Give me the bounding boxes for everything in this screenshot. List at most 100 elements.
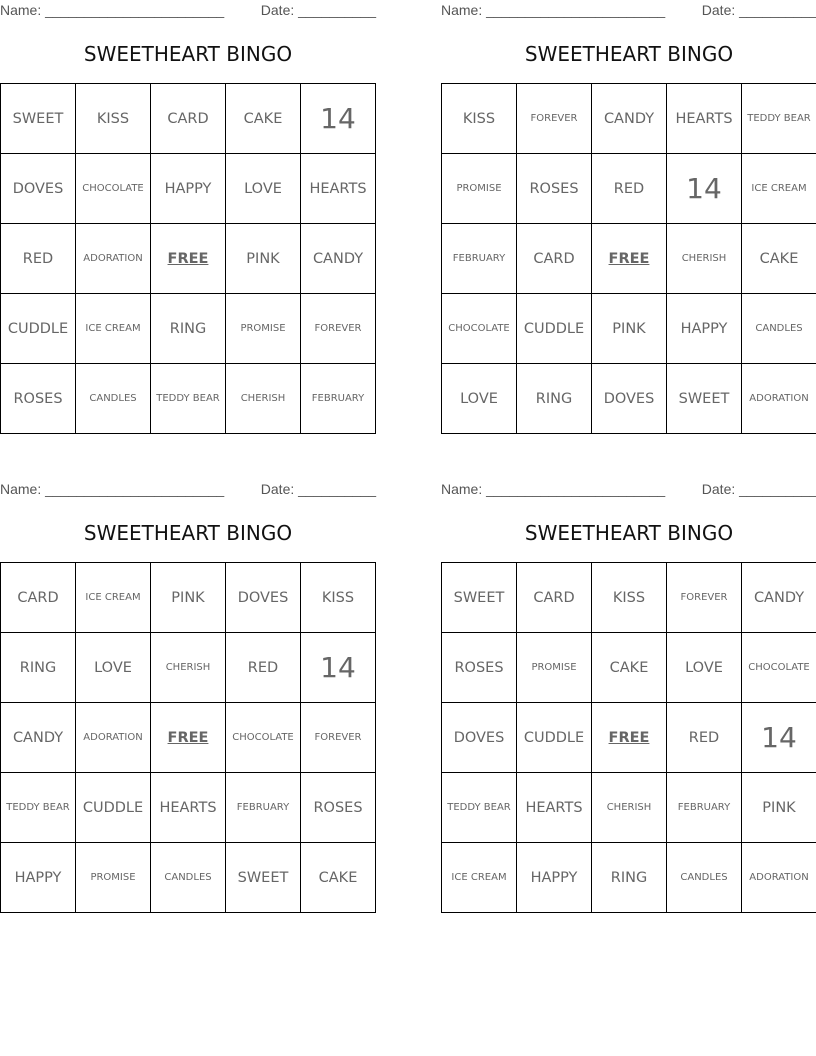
bingo-grid: CARD ICE CREAM PINK DOVES KISS RING LOVE CHERIS… xyxy=(0,562,376,913)
grid-row: LOVE RING DOVES SWEET ADORATION xyxy=(441,363,816,434)
bingo-cell: FEBRUARY xyxy=(300,363,376,434)
bingo-cell: CARD xyxy=(0,562,76,633)
free-space: FREE xyxy=(591,702,667,773)
bingo-cell: ICE CREAM xyxy=(75,562,151,633)
grid-row: PROMISE ROSES RED 14 ICE CREAM xyxy=(441,153,816,224)
bingo-cell: CANDY xyxy=(0,702,76,773)
bingo-cell: FOREVER xyxy=(516,83,592,154)
bingo-cell: TEDDY BEAR xyxy=(0,772,76,843)
bingo-cell: PINK xyxy=(225,223,301,294)
bingo-cell: ICE CREAM xyxy=(75,293,151,364)
name-field[interactable]: Name: _______________________ xyxy=(441,481,666,497)
bingo-cell: HAPPY xyxy=(516,842,592,913)
bingo-cell: TEDDY BEAR xyxy=(741,83,816,154)
grid-row: ROSES PROMISE CAKE LOVE CHOCOLATE xyxy=(441,632,816,703)
bingo-cell: ICE CREAM xyxy=(741,153,816,224)
bingo-grid: SWEET KISS CARD CAKE 14 DOVES CHOCOLATE HAPPY LO… xyxy=(0,83,376,434)
bingo-cell: DOVES xyxy=(591,363,667,434)
grid-row: FEBRUARY CARD FREE CHERISH CAKE xyxy=(441,223,816,294)
bingo-cell: CANDLES xyxy=(741,293,816,364)
name-date-header: Name: _______________________ Date: ____… xyxy=(441,481,816,499)
bingo-cell: 14 xyxy=(300,632,376,703)
bingo-cell: CANDY xyxy=(591,83,667,154)
bingo-cell: RING xyxy=(150,293,226,364)
bingo-cell: PINK xyxy=(741,772,816,843)
grid-row: CUDDLE ICE CREAM RING PROMISE FOREVER xyxy=(0,293,376,364)
bingo-cell: HEARTS xyxy=(516,772,592,843)
bingo-cell: FEBRUARY xyxy=(441,223,517,294)
bingo-cell: CHOCOLATE xyxy=(741,632,816,703)
card-title: SWEETHEART BINGO xyxy=(83,42,293,66)
bingo-cell: ROSES xyxy=(300,772,376,843)
free-space: FREE xyxy=(150,223,226,294)
grid-row: RED ADORATION FREE PINK CANDY xyxy=(0,223,376,294)
bingo-cell: 14 xyxy=(300,83,376,154)
bingo-cell: CAKE xyxy=(741,223,816,294)
grid-row: SWEET CARD KISS FOREVER CANDY xyxy=(441,562,816,633)
bingo-cell: CARD xyxy=(150,83,226,154)
bingo-cell: CARD xyxy=(516,223,592,294)
bingo-cell: ADORATION xyxy=(741,842,816,913)
bingo-cell: DOVES xyxy=(441,702,517,773)
bingo-cell: KISS xyxy=(441,83,517,154)
name-field[interactable]: Name: _______________________ xyxy=(0,2,225,18)
bingo-cell: 14 xyxy=(741,702,816,773)
bingo-cell: CAKE xyxy=(300,842,376,913)
bingo-grid: KISS FOREVER CANDY HEARTS TEDDY BEAR PROMISE R… xyxy=(441,83,816,434)
bingo-cell: CAKE xyxy=(225,83,301,154)
date-field[interactable]: Date: __________ xyxy=(701,481,816,497)
bingo-cell: PROMISE xyxy=(75,842,151,913)
bingo-cell: CUDDLE xyxy=(75,772,151,843)
bingo-cell: SWEET xyxy=(441,562,517,633)
bingo-cell: CHOCOLATE xyxy=(225,702,301,773)
bingo-cell: CHOCOLATE xyxy=(441,293,517,364)
grid-row: ROSES CANDLES TEDDY BEAR CHERISH FEBRUARY xyxy=(0,363,376,434)
bingo-cell: FEBRUARY xyxy=(225,772,301,843)
bingo-cell: HAPPY xyxy=(0,842,76,913)
grid-row: RING LOVE CHERISH RED 14 xyxy=(0,632,376,703)
bingo-cell: RING xyxy=(516,363,592,434)
date-field[interactable]: Date: __________ xyxy=(260,2,376,18)
bingo-cell: 14 xyxy=(666,153,742,224)
bingo-cell: ROSES xyxy=(441,632,517,703)
bingo-cell: FOREVER xyxy=(300,702,376,773)
bingo-cell: ADORATION xyxy=(75,223,151,294)
grid-row: DOVES CHOCOLATE HAPPY LOVE HEARTS xyxy=(0,153,376,224)
bingo-cell: KISS xyxy=(75,83,151,154)
date-field[interactable]: Date: __________ xyxy=(701,2,816,18)
bingo-cell: CANDLES xyxy=(75,363,151,434)
grid-row: CANDY ADORATION FREE CHOCOLATE FOREVER xyxy=(0,702,376,773)
date-field[interactable]: Date: __________ xyxy=(260,481,376,497)
bingo-cell: HAPPY xyxy=(666,293,742,364)
bingo-cell: HAPPY xyxy=(150,153,226,224)
bingo-cell: ROSES xyxy=(516,153,592,224)
bingo-cell: ADORATION xyxy=(741,363,816,434)
bingo-cell: FOREVER xyxy=(300,293,376,364)
name-field[interactable]: Name: _______________________ xyxy=(0,481,225,497)
bingo-cell: ROSES xyxy=(0,363,76,434)
bingo-cell: RED xyxy=(591,153,667,224)
bingo-cell: FOREVER xyxy=(666,562,742,633)
bingo-cell: TEDDY BEAR xyxy=(150,363,226,434)
bingo-cell: ADORATION xyxy=(75,702,151,773)
bingo-cell: CANDLES xyxy=(150,842,226,913)
grid-row: KISS FOREVER CANDY HEARTS TEDDY BEAR xyxy=(441,83,816,154)
bingo-cell: PROMISE xyxy=(225,293,301,364)
bingo-cell: CUDDLE xyxy=(516,702,592,773)
bingo-cell: PROMISE xyxy=(441,153,517,224)
bingo-cell: LOVE xyxy=(225,153,301,224)
bingo-cell: LOVE xyxy=(75,632,151,703)
grid-row: TEDDY BEAR HEARTS CHERISH FEBRUARY PINK xyxy=(441,772,816,843)
bingo-cell: RED xyxy=(666,702,742,773)
bingo-cell: CANDLES xyxy=(666,842,742,913)
bingo-cell: CHERISH xyxy=(591,772,667,843)
bingo-cell: CHERISH xyxy=(225,363,301,434)
card-title: SWEETHEART BINGO xyxy=(524,521,734,545)
bingo-cell: CANDY xyxy=(300,223,376,294)
grid-row: DOVES CUDDLE FREE RED 14 xyxy=(441,702,816,773)
name-field[interactable]: Name: _______________________ xyxy=(441,2,666,18)
bingo-cell: CUDDLE xyxy=(0,293,76,364)
grid-row: TEDDY BEAR CUDDLE HEARTS FEBRUARY ROSES xyxy=(0,772,376,843)
name-date-header: Name: _______________________ Date: ____… xyxy=(0,2,376,20)
bingo-cell: CARD xyxy=(516,562,592,633)
